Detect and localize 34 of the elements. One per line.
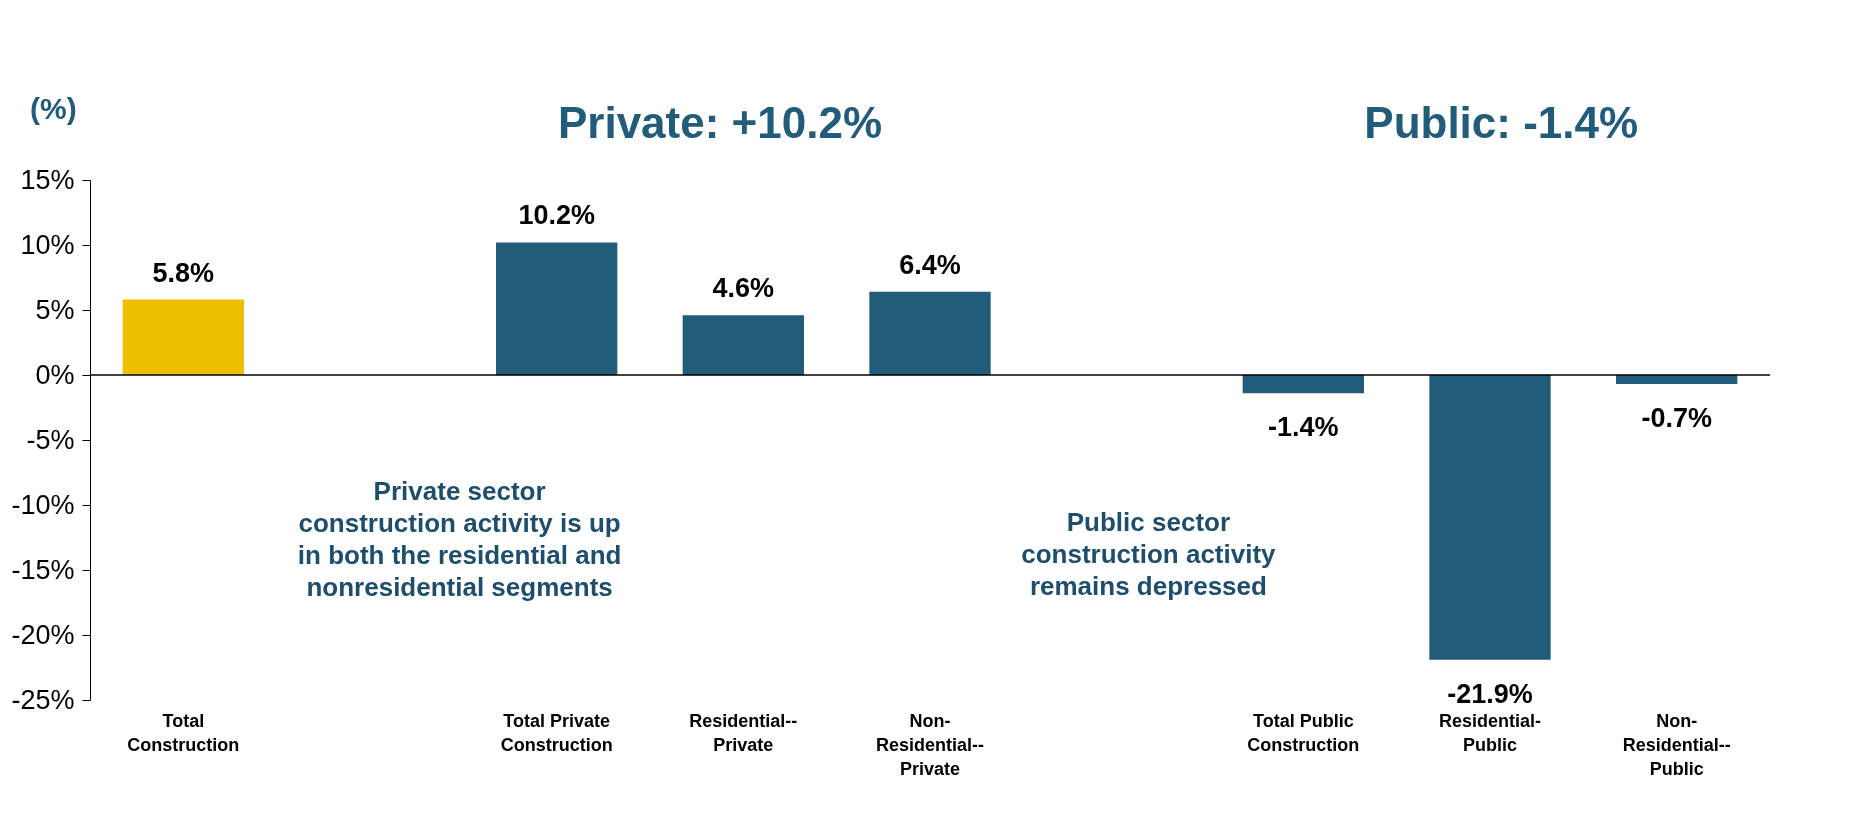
x-tick-label: Total Construction — [127, 710, 240, 755]
bar — [496, 242, 618, 375]
y-tick-label: 0% — [35, 359, 75, 390]
y-tick-label: -5% — [26, 424, 75, 455]
x-tick-label: Residential- Public — [1438, 710, 1542, 755]
bar — [1242, 375, 1364, 394]
data-label: 5.8% — [152, 257, 215, 288]
data-label: 4.6% — [712, 273, 775, 304]
y-axis-title: (%) — [30, 92, 77, 125]
y-tick-label: 15% — [20, 164, 75, 195]
data-label: 6.4% — [899, 249, 961, 280]
data-label: -21.9% — [1447, 678, 1533, 709]
y-tick-label: -25% — [11, 684, 75, 715]
bar — [682, 315, 804, 375]
x-tick-label: Total Public Construction — [1247, 710, 1360, 755]
data-label: -0.7% — [1641, 403, 1712, 434]
x-tick-label: Non- Residential-- Private — [875, 710, 985, 779]
y-tick-label: 5% — [35, 294, 75, 325]
y-tick-label: 10% — [20, 229, 75, 260]
x-tick-label: Non- Residential-- Public — [1622, 710, 1731, 779]
x-tick-label: Residential-- Private — [689, 710, 798, 755]
bar — [1429, 375, 1551, 660]
bar — [869, 291, 991, 375]
x-tick-label: Total Private Construction — [500, 710, 613, 755]
bar — [122, 299, 244, 375]
data-label: -1.4% — [1268, 412, 1339, 443]
y-tick-label: -10% — [11, 489, 75, 520]
text: Public: -1.4% — [1364, 98, 1639, 147]
y-tick-label: -20% — [11, 619, 75, 650]
text: Private: +10.2% — [557, 98, 883, 147]
y-tick-label: -15% — [11, 554, 75, 585]
annotation: Public sector construction activity remains depressed — [1021, 507, 1277, 602]
data-label: 10.2% — [518, 200, 595, 231]
annotation: Private sector construction activity is up in both the residential and nonresidential segments — [297, 476, 622, 602]
